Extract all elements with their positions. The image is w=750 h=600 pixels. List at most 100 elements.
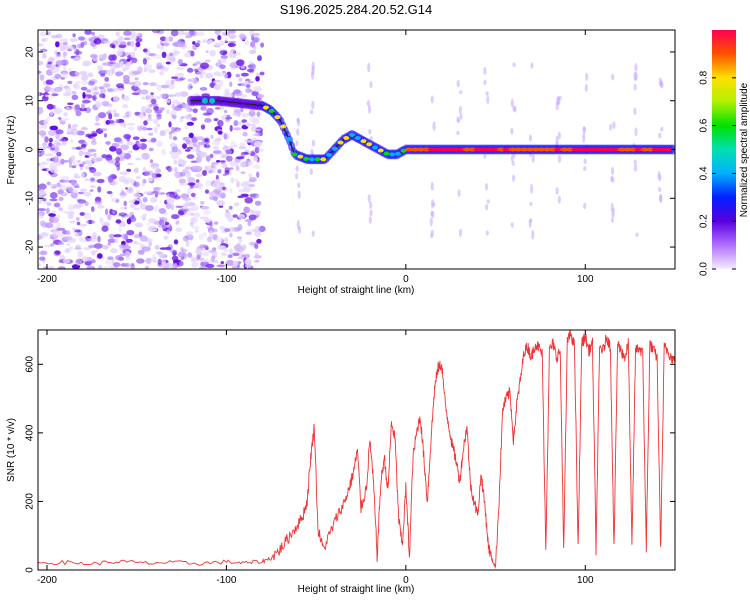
noise-speckle	[159, 217, 168, 223]
noise-speckle	[144, 265, 150, 269]
noise-speckle	[228, 34, 237, 39]
noise-speckle	[137, 141, 143, 148]
noise-speckle	[142, 58, 147, 65]
noise-speckle	[229, 248, 233, 252]
noise-speckle	[199, 74, 204, 79]
noise-speckle	[186, 154, 195, 159]
noise-speckle	[38, 60, 44, 66]
y-tick-label: 20	[25, 46, 36, 58]
noise-speckle	[48, 142, 53, 147]
noise-speckle	[182, 143, 187, 150]
noise-speckle	[126, 230, 135, 236]
ridge-hotspot	[285, 137, 292, 141]
striation-mark	[311, 100, 315, 110]
noise-speckle	[60, 175, 70, 181]
noise-speckle	[118, 212, 128, 217]
noise-speckle	[204, 118, 212, 123]
noise-speckle	[123, 37, 131, 41]
noise-speckle	[190, 221, 194, 227]
noise-speckle	[48, 265, 55, 269]
noise-speckle	[120, 144, 129, 151]
noise-speckle	[172, 259, 180, 263]
noise-speckle	[44, 136, 49, 143]
noise-speckle	[224, 167, 231, 173]
y-tick-label: 200	[25, 493, 36, 510]
noise-speckle	[150, 92, 154, 96]
noise-speckle	[238, 78, 242, 82]
noise-speckle	[54, 73, 62, 79]
noise-speckle	[256, 94, 265, 99]
y-tick-label: 0	[25, 146, 36, 152]
noise-speckle	[253, 38, 259, 43]
noise-speckle	[219, 105, 224, 111]
noise-speckle	[253, 140, 263, 148]
noise-speckle	[220, 245, 227, 251]
y-tick-label: 400	[25, 424, 36, 441]
noise-speckle	[159, 71, 165, 76]
noise-speckle	[86, 265, 96, 269]
noise-speckle	[255, 117, 262, 120]
x-tick-label: 0	[403, 274, 409, 285]
noise-speckle	[84, 201, 89, 207]
noise-speckle	[85, 237, 90, 243]
striation-mark	[456, 130, 460, 136]
noise-speckle	[149, 159, 154, 164]
striation-mark	[557, 131, 561, 140]
noise-speckle	[71, 188, 79, 194]
noise-speckle	[59, 38, 69, 43]
noise-speckle	[107, 120, 115, 124]
noise-speckle	[94, 85, 98, 91]
noise-speckle	[197, 31, 205, 37]
noise-speckle	[39, 31, 47, 37]
noise-speckle	[125, 187, 129, 190]
noise-speckle	[148, 228, 158, 232]
noise-speckle	[126, 218, 132, 225]
noise-speckle	[192, 63, 197, 66]
noise-speckle	[39, 74, 45, 81]
noise-speckle	[143, 69, 147, 73]
noise-speckle	[256, 171, 260, 178]
noise-speckle	[128, 36, 138, 40]
noise-speckle	[75, 259, 83, 266]
noise-speckle	[217, 73, 227, 77]
noise-speckle	[177, 210, 185, 216]
noise-speckle	[163, 235, 169, 240]
noise-speckle	[112, 175, 118, 179]
noise-speckle	[44, 266, 49, 269]
striation-mark	[295, 172, 299, 180]
noise-speckle	[253, 128, 261, 131]
noise-speckle	[174, 189, 181, 193]
colorbar-tick-label: 0.6	[699, 118, 710, 132]
striation-mark	[512, 62, 516, 67]
noise-speckle	[58, 117, 62, 120]
noise-speckle	[110, 248, 118, 254]
noise-speckle	[245, 253, 250, 259]
noise-speckle	[76, 130, 85, 136]
ridge-hotspot	[291, 152, 298, 157]
striation-mark	[610, 166, 615, 176]
noise-speckle	[51, 226, 60, 230]
noise-speckle	[216, 264, 226, 268]
striation-mark	[531, 153, 535, 163]
noise-speckle	[236, 59, 245, 66]
noise-speckle	[220, 55, 228, 60]
noise-speckle	[200, 201, 205, 205]
noise-speckle	[226, 114, 231, 118]
noise-speckle	[226, 155, 233, 162]
noise-speckle	[118, 44, 127, 49]
noise-speckle	[92, 171, 102, 177]
noise-speckle	[202, 112, 212, 116]
noise-speckle	[214, 107, 221, 110]
noise-speckle	[130, 51, 136, 58]
ridge-hotspot	[280, 124, 287, 129]
noise-speckle	[56, 141, 61, 147]
noise-speckle	[129, 40, 135, 47]
noise-speckle	[91, 133, 98, 137]
noise-speckle	[152, 165, 159, 170]
noise-speckle	[253, 86, 262, 93]
noise-speckle	[75, 81, 82, 84]
noise-speckle	[98, 264, 103, 269]
noise-speckle	[220, 160, 226, 163]
striation-mark	[309, 168, 313, 176]
ridge-hotspot	[308, 157, 315, 162]
